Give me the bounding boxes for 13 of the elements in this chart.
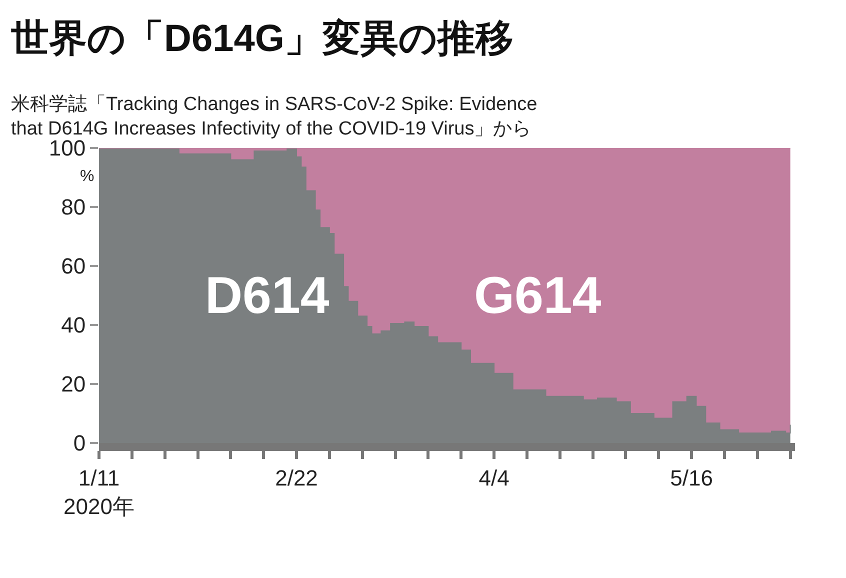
y-tick-label: 0	[73, 430, 86, 456]
y-tick-label: 40	[61, 312, 86, 338]
y-axis-title: %	[80, 168, 94, 185]
x-tick-label: 5/16	[670, 465, 713, 490]
y-tick-label: 80	[61, 194, 86, 220]
x-tick-label: 1/11 2020年	[64, 465, 134, 519]
x-tick-label: 4/4	[478, 465, 510, 490]
y-tick-label: 60	[61, 254, 86, 279]
chart-title: 世界の「D614G」変異の推移	[11, 17, 514, 60]
series-label: D614	[205, 267, 330, 325]
x-tick-label: 2/22	[275, 465, 318, 490]
series-label: G614	[474, 267, 602, 325]
y-tick-label: 20	[61, 372, 86, 397]
